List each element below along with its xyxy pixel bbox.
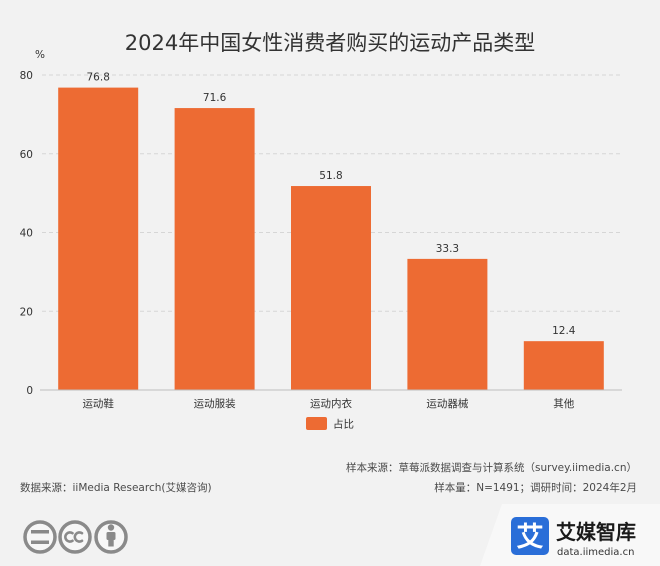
legend-swatch [306,417,327,430]
x-tick-label: 运动内衣 [310,397,352,410]
brand-name: 艾媒智库 [556,520,636,544]
x-axis-ticks: 运动鞋 运动服装 运动内衣 运动器械 其他 [82,397,574,410]
x-tick-label: 运动服装 [194,397,236,410]
data-source-note: 数据来源：iiMedia Research(艾媒咨询) [20,481,212,494]
bars [58,87,604,390]
license-icons [23,520,128,554]
bar-2 [174,108,255,390]
data-label: 12.4 [552,325,576,337]
data-label: 51.8 [319,170,342,182]
data-labels: 76.8 71.6 51.8 33.3 12.4 [87,72,576,338]
y-tick-label: 0 [26,385,33,397]
bar-5 [523,341,604,390]
brand-logo-box [511,517,549,555]
sample-source-note: 样本来源：草莓派数据调查与计算系统（survey.iimedia.cn） [346,461,637,474]
x-tick-label: 其他 [553,397,574,410]
data-label: 71.6 [203,92,227,104]
y-tick-label: 40 [20,228,33,240]
data-label: 76.8 [87,72,110,84]
bar-4 [407,258,488,390]
y-tick-label: 60 [20,149,33,161]
brand-logo: 艾 艾媒智库 data.iimedia.cn [511,517,636,558]
x-tick-label: 运动器械 [426,397,468,410]
bar-3 [291,186,371,390]
y-tick-label: 80 [20,70,33,82]
brand-logo-mark: 艾 [517,522,544,553]
sample-info-note: 样本量：N=1491；调研时间：2024年2月 [434,481,637,494]
brand-url: data.iimedia.cn [557,547,634,558]
data-label: 33.3 [436,243,459,255]
x-tick-label: 运动鞋 [82,397,114,410]
cc-attribution-icon [94,520,128,554]
cc-equals-icon [23,520,57,554]
legend: 占比 [306,417,354,431]
y-tick-label: 20 [20,306,33,318]
cc-icon [58,520,92,554]
y-axis-ticks: 0 20 40 60 80 [20,70,33,397]
chart-title: 2024年中国女性消费者购买的运动产品类型 [125,31,535,55]
legend-label: 占比 [333,418,354,431]
y-axis-unit-label: % [35,49,45,61]
bar-1 [58,87,139,390]
